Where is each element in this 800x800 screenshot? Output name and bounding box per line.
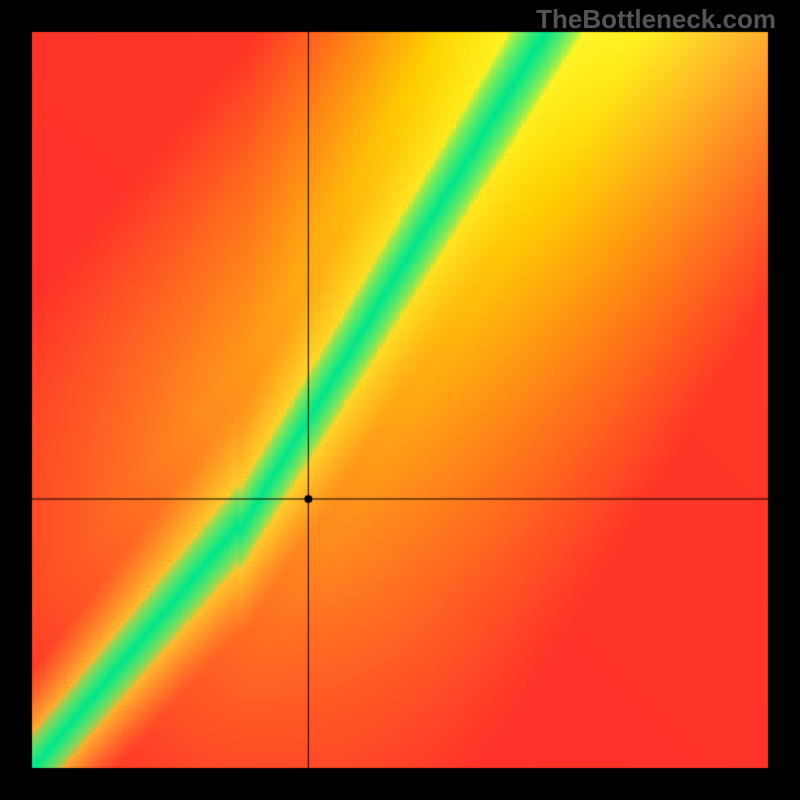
watermark-text: TheBottleneck.com xyxy=(536,4,776,35)
bottleneck-heatmap xyxy=(0,0,800,800)
